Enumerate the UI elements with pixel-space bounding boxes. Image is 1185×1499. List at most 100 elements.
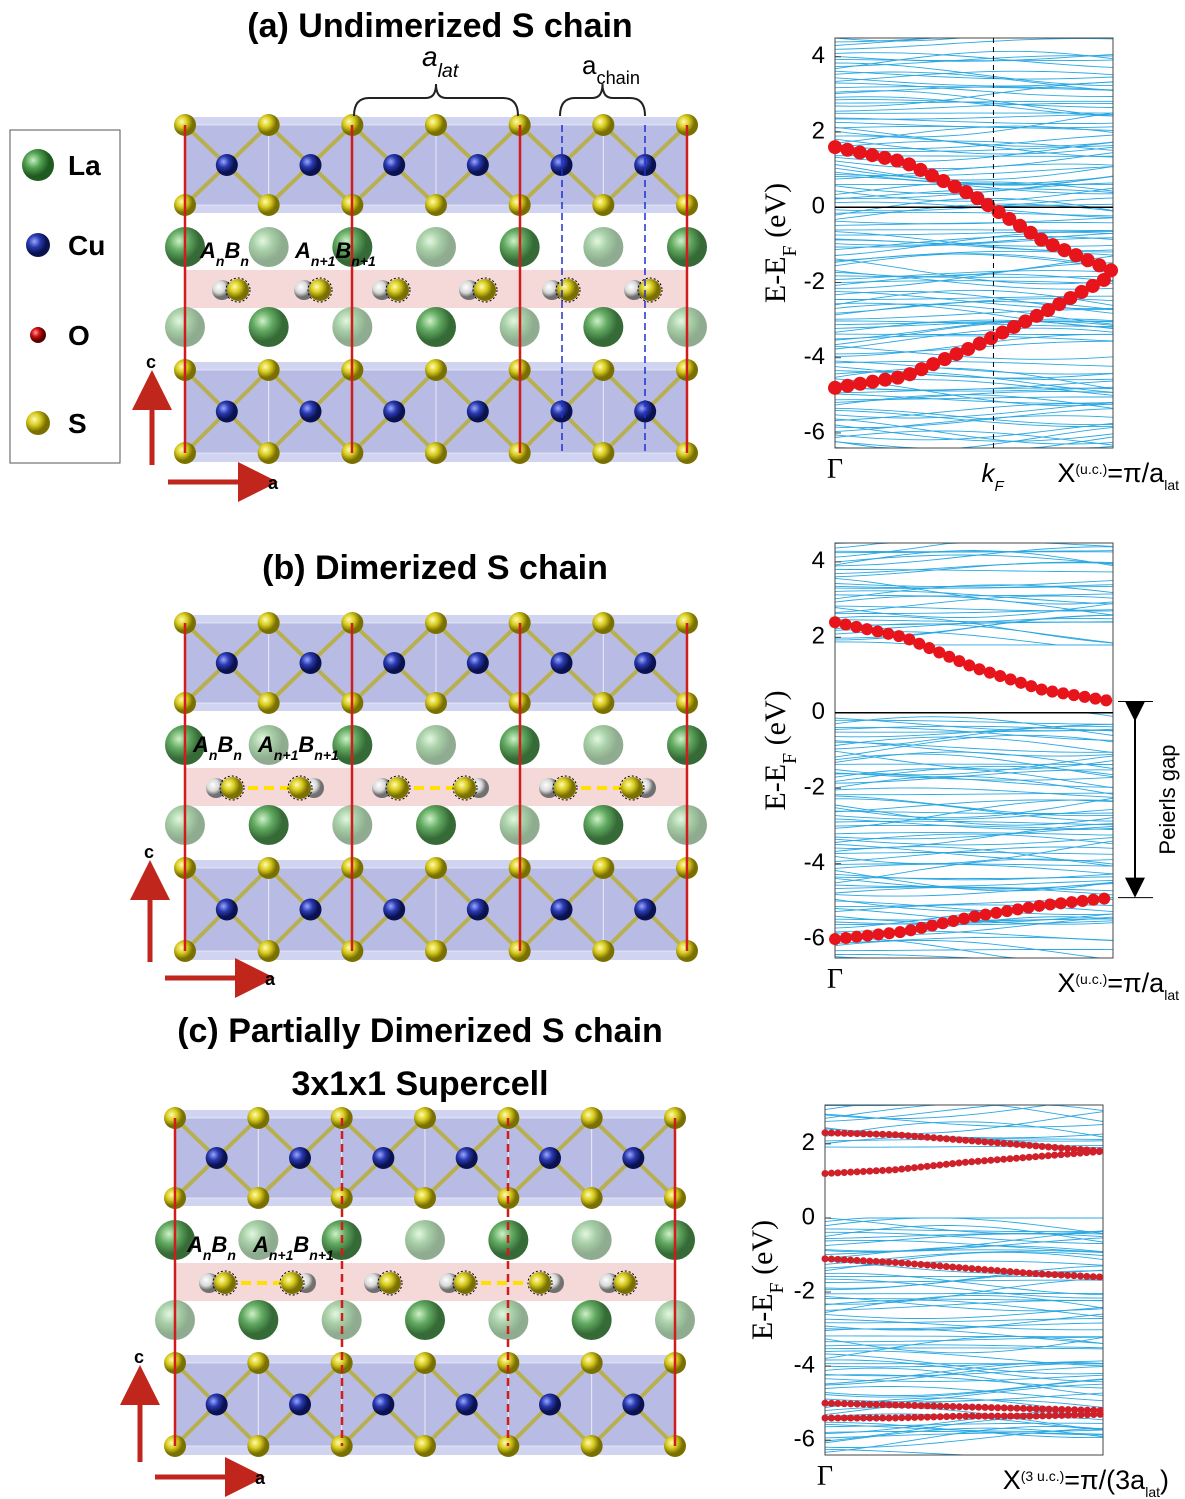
site-sub: n+1 — [309, 1247, 334, 1263]
site-sub: n — [216, 253, 225, 269]
text-part: =π/a — [1107, 458, 1165, 488]
atom — [247, 1435, 269, 1457]
axis-name: c — [146, 352, 156, 372]
x-label: X(u.c.)=π/alat — [1057, 968, 1179, 1003]
atom — [206, 1147, 228, 1169]
atom — [572, 1220, 612, 1260]
site-sub: n — [233, 747, 242, 763]
atom — [622, 1147, 644, 1169]
atom — [300, 401, 322, 423]
y-tick-label: -4 — [794, 1351, 815, 1378]
site-main: B — [335, 238, 351, 263]
atom — [425, 442, 447, 464]
band-line — [825, 1380, 1103, 1398]
site-main: A — [199, 238, 216, 263]
y-axis-label: E-EF (eV) — [746, 1220, 788, 1340]
site-main: B — [224, 238, 240, 263]
atom — [383, 899, 405, 921]
text-part: (eV) — [746, 1220, 779, 1282]
atom — [416, 227, 456, 267]
legend-swatch — [26, 233, 50, 257]
atom — [592, 857, 614, 879]
atom — [592, 359, 614, 381]
lattice-label: achain — [582, 50, 640, 88]
atom — [425, 359, 447, 381]
atom — [383, 401, 405, 423]
atom — [581, 1435, 603, 1457]
site-main: B — [217, 732, 233, 757]
panel-title: (c) Partially Dimerized S chain — [177, 1012, 663, 1050]
site-sub: n — [209, 747, 218, 763]
axis-name: a — [255, 1468, 266, 1488]
atom — [551, 899, 573, 921]
band-line — [835, 334, 1113, 335]
atom — [289, 1147, 311, 1169]
text-part: ) — [1160, 1465, 1169, 1495]
x-label: Γ — [827, 964, 843, 995]
y-tick-label: -2 — [794, 1277, 815, 1304]
band-line — [835, 788, 1113, 797]
atom — [247, 1107, 269, 1129]
band-line — [835, 38, 1113, 46]
gap-label: Peierls gap — [1155, 745, 1180, 855]
atom — [289, 1394, 311, 1416]
atom — [281, 1272, 303, 1294]
sub: chain — [596, 68, 639, 88]
text-part: (eV) — [759, 690, 792, 752]
text-part: X — [1003, 1465, 1021, 1495]
y-tick-label: -2 — [804, 268, 825, 295]
band-line — [835, 847, 1113, 867]
text-part: F — [779, 245, 801, 256]
atom — [467, 401, 489, 423]
atom — [634, 652, 656, 674]
y-tick-label: -2 — [804, 774, 825, 801]
band-line — [825, 1336, 1103, 1337]
atom — [216, 899, 238, 921]
text-part: (eV) — [759, 183, 792, 245]
atom — [425, 940, 447, 962]
site-main: A — [192, 732, 209, 757]
atom — [425, 114, 447, 136]
legend-label: Cu — [68, 230, 105, 261]
atom — [592, 612, 614, 634]
panel-title: (b) Dimerized S chain — [262, 549, 608, 587]
atom — [474, 279, 496, 301]
atom — [554, 777, 576, 799]
band-line — [825, 1238, 1103, 1251]
band-line — [825, 1345, 1103, 1348]
text-part: X — [1057, 968, 1075, 998]
atom — [214, 1272, 236, 1294]
legend-swatch — [26, 411, 50, 435]
band-line — [825, 1105, 1103, 1119]
atom — [249, 307, 289, 347]
atom — [379, 1272, 401, 1294]
atom — [309, 279, 331, 301]
legend-swatch — [30, 327, 46, 343]
site-main: B — [211, 1232, 227, 1257]
y-axis-label: E-EF (eV) — [759, 690, 801, 810]
y-tick-label: 4 — [812, 547, 825, 574]
band-line — [835, 805, 1113, 825]
atom — [216, 154, 238, 176]
atom — [416, 805, 456, 845]
text-part: lat — [1145, 1484, 1160, 1499]
band-line — [835, 950, 1113, 951]
site-sub: n+1 — [351, 253, 376, 269]
atom — [247, 1187, 269, 1209]
atom — [372, 1147, 394, 1169]
band-line — [825, 1114, 1103, 1127]
band-line — [835, 361, 1113, 366]
band-line — [835, 83, 1113, 97]
atom — [387, 777, 409, 799]
atom — [592, 442, 614, 464]
figure: LaCuOS(a) Undimerized S chainAnBnAn+1Bn+… — [0, 0, 1185, 1499]
axis-name: a — [268, 473, 279, 493]
atom — [289, 777, 311, 799]
atom — [300, 154, 322, 176]
atom — [557, 279, 579, 301]
site-main: A — [294, 238, 311, 263]
site-sub: n+1 — [269, 1247, 294, 1263]
atom — [614, 1272, 636, 1294]
atom — [621, 777, 643, 799]
band-line — [835, 39, 1113, 50]
